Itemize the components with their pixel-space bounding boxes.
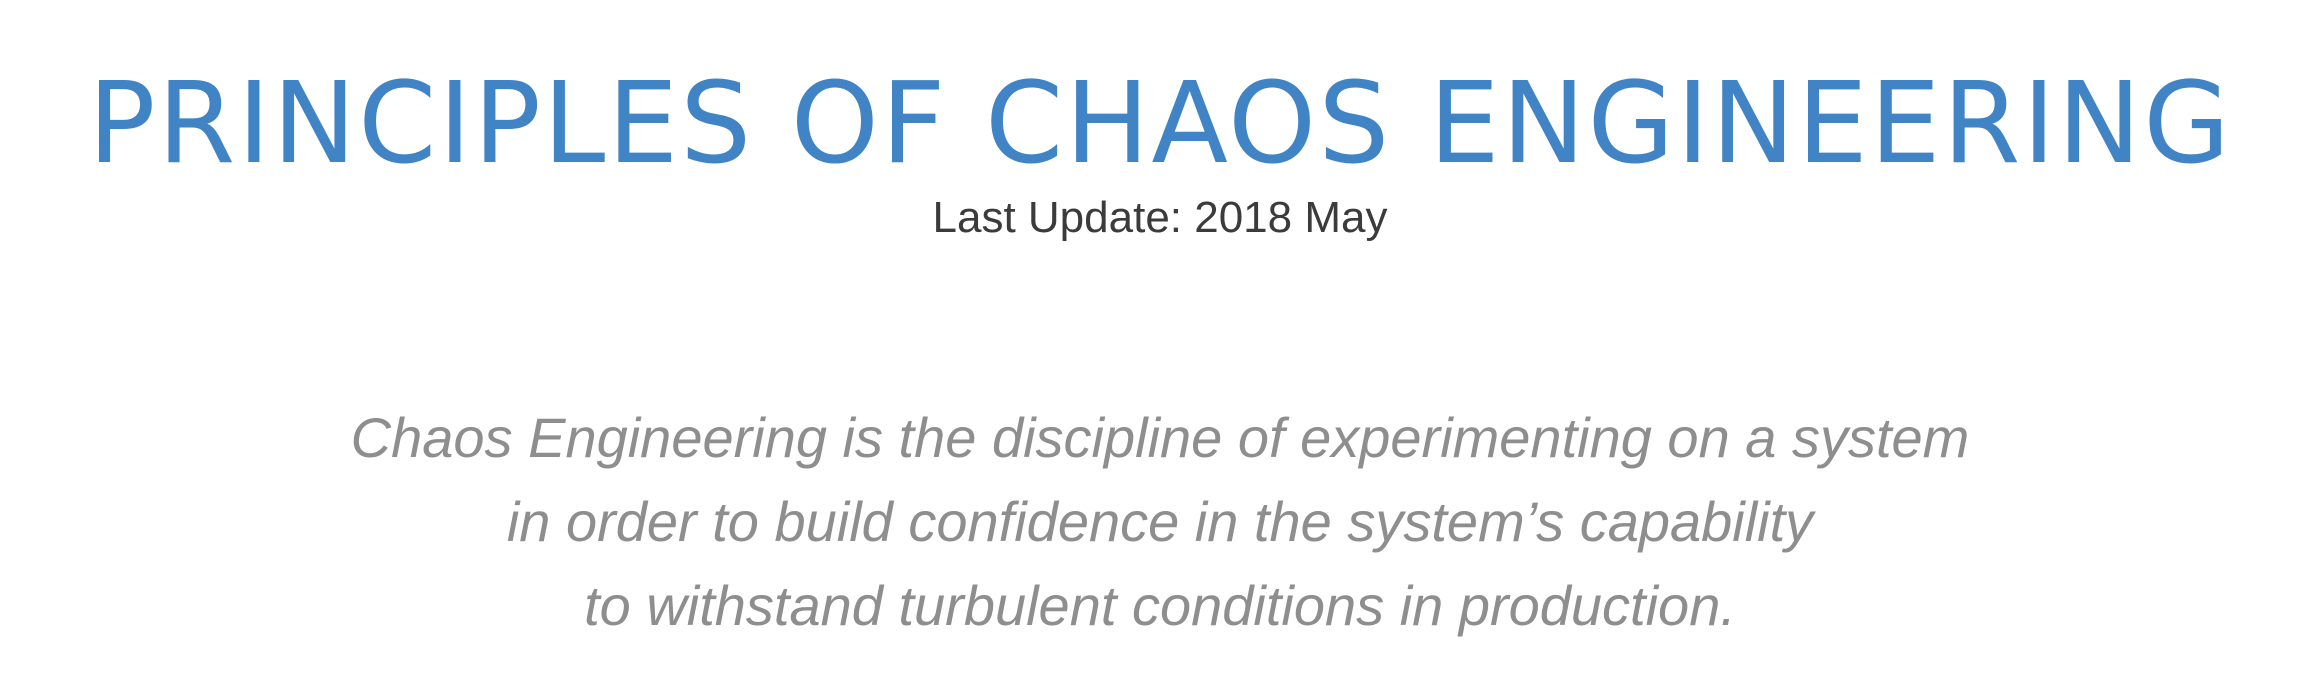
definition-line: in order to build confidence in the syst… xyxy=(506,490,1814,553)
page-title: PRINCIPLES OF CHAOS ENGINEERING xyxy=(87,59,2232,189)
definition-line: to withstand turbulent conditions in pro… xyxy=(584,574,1736,637)
definition-quote: Chaos Engineering is the discipline of e… xyxy=(0,396,2320,648)
last-update-label: Last Update: 2018 May xyxy=(932,193,1388,242)
definition-line: Chaos Engineering is the discipline of e… xyxy=(350,406,1970,469)
